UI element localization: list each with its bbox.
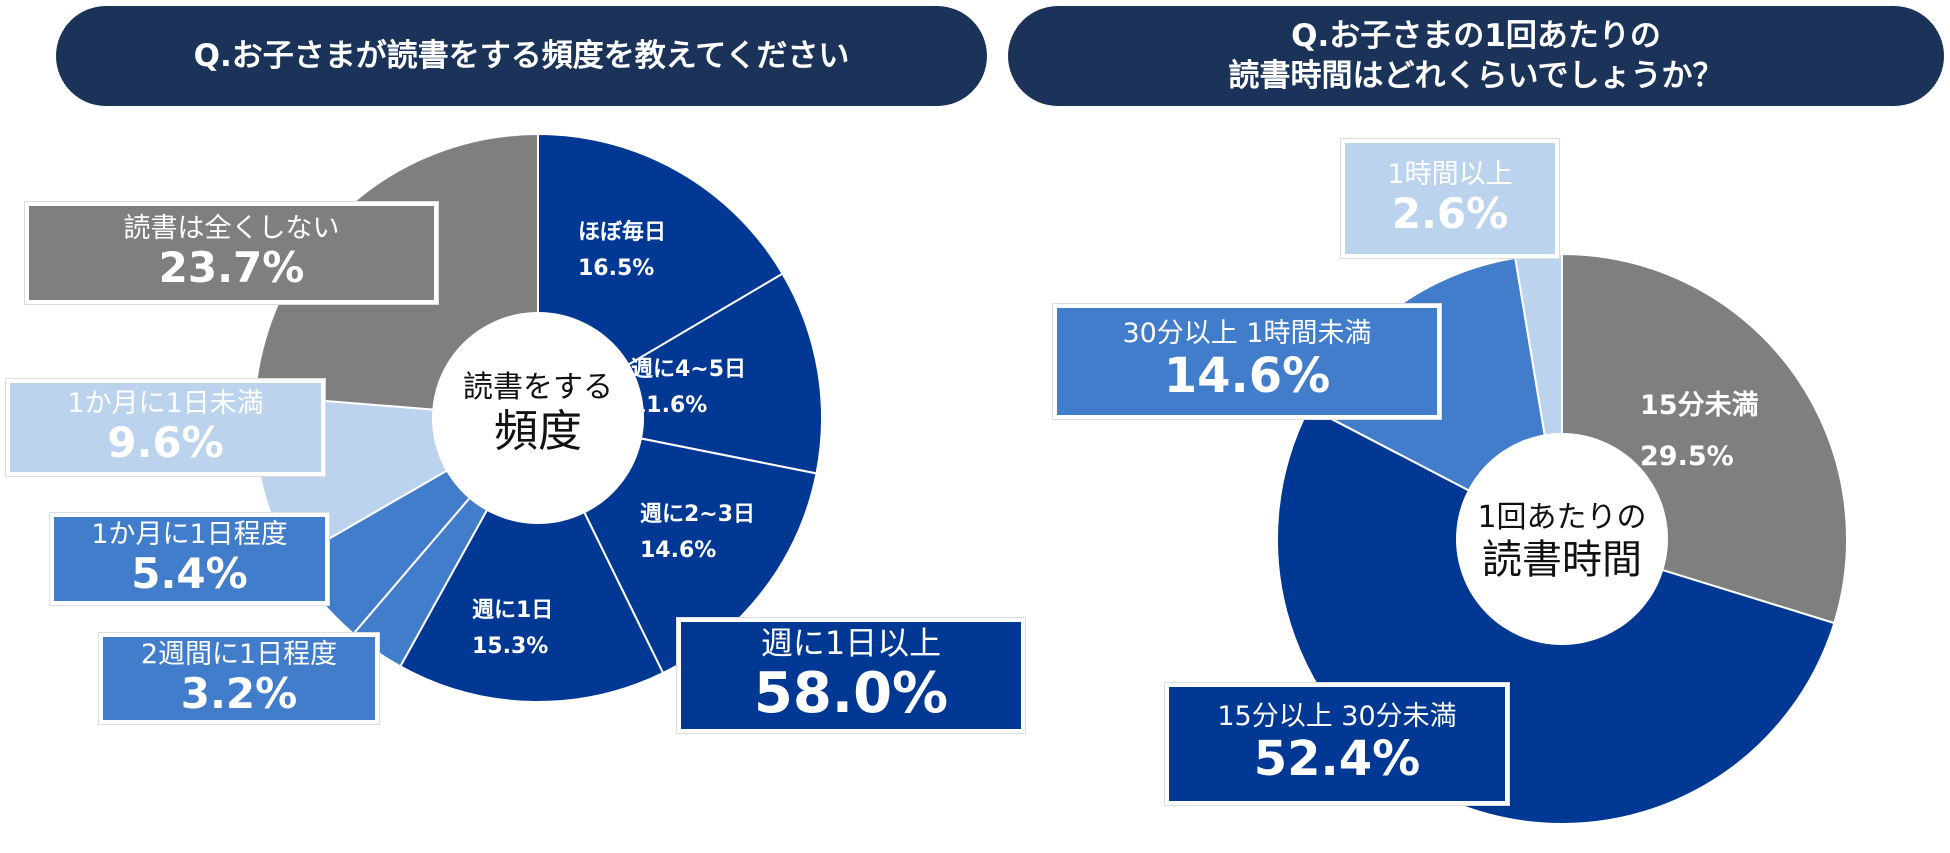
slice-0-3 [398, 415, 665, 703]
donut-hole [1456, 433, 1668, 645]
slice-label-week-1: 週に1日 15.3% [472, 593, 553, 666]
callout-15-30: 15分以上 30分未満 52.4% [1164, 682, 1510, 806]
value-label: 2.6% [1391, 188, 1509, 238]
category-label: ほぼ毎日 [578, 220, 667, 245]
right-question-title-line1: Q.お子さまの1回あたりの [1291, 17, 1661, 54]
left-center-label: 読書をする 頻度 [438, 370, 638, 459]
callout-over-1-hour: 1時間以上 2.6% [1340, 138, 1560, 259]
right-question-title-line2: 読書時間はどれくらいでしょうか？ [1228, 58, 1724, 94]
category-label: 週に4~5日 [631, 357, 747, 382]
value-label: 3.2% [180, 668, 298, 718]
value-label: 16.5% [578, 256, 655, 282]
slice-label-week-2-3: 週に2~3日 14.6% [640, 497, 755, 570]
value-label: 14.6% [1163, 348, 1331, 405]
value-label: 14.6% [640, 538, 717, 564]
right-center-line1: 1回あたりの [1477, 500, 1647, 535]
right-center-line2: 読書時間 [1482, 537, 1642, 583]
callout-none: 読書は全くしない 23.7% [24, 201, 439, 305]
slice-label-hobo-mainichi: ほぼ毎日 16.5% [578, 215, 666, 288]
right-question-header: Q.お子さまの1回あたりの 読書時間はどれくらいでしょうか？ [1008, 6, 1944, 106]
left-center-line2: 頻度 [494, 406, 582, 457]
slice-label-week-4-5: 週に4~5日 11.6% [631, 352, 746, 425]
callout-weekly-or-more: 週に1日以上 58.0% [676, 617, 1026, 734]
summary-label: 週に1日以上 [760, 623, 942, 662]
category-label: 30分以上 1時間未満 [1122, 318, 1372, 350]
right-center-label: 1回あたりの 読書時間 [1452, 500, 1672, 584]
category-label: 読書は全くしない [123, 213, 340, 245]
category-label: 15分以上 30分未満 [1217, 700, 1457, 732]
left-question-header: Q.お子さまが読書をする頻度を教えてください [56, 6, 987, 106]
category-label: 15分未満 [1640, 390, 1759, 421]
category-label: 1か月に1日程度 [91, 519, 288, 551]
donut-hole [432, 312, 644, 524]
value-label: 9.6% [107, 417, 224, 467]
category-label: 週に1日 [472, 598, 554, 623]
value-label: 23.7% [158, 243, 305, 293]
value-label: 29.5% [1640, 441, 1734, 473]
value-label: 5.4% [131, 549, 248, 599]
category-label: 週に2~3日 [640, 502, 756, 527]
left-question-title: Q.お子さまが読書をする頻度を教えてください [193, 37, 850, 74]
category-label: 2週間に1日程度 [140, 638, 338, 670]
value-label: 52.4% [1253, 730, 1421, 787]
value-label: 11.6% [631, 393, 708, 419]
category-label: 1時間以上 [1387, 158, 1513, 190]
callout-30-60: 30分以上 1時間未満 14.6% [1052, 303, 1442, 420]
left-center-line1: 読書をする [463, 370, 613, 405]
value-label: 15.3% [472, 634, 549, 660]
callout-monthly: 1か月に1日程度 5.4% [49, 512, 330, 606]
callout-biweekly: 2週間に1日程度 3.2% [98, 632, 380, 725]
slice-label-under-15: 15分未満 29.5% [1640, 380, 1759, 483]
category-label: 1か月に1日未満 [67, 387, 264, 419]
summary-value: 58.0% [753, 660, 949, 726]
callout-less-than-monthly: 1か月に1日未満 9.6% [5, 378, 326, 477]
